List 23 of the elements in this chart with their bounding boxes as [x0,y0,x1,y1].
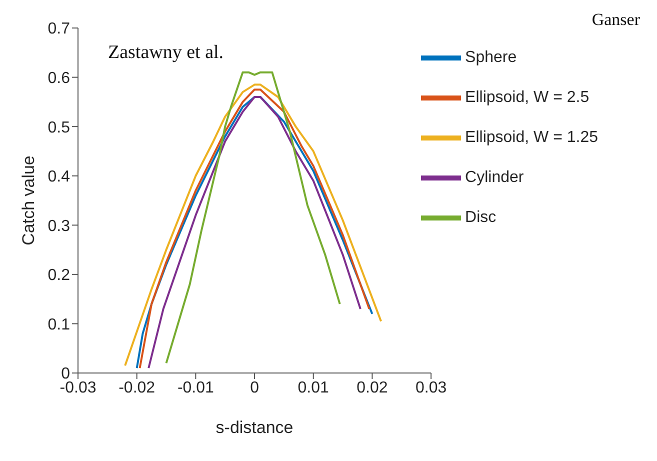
y-tick-label: 0.6 [48,70,70,87]
x-tick-label: 0 [250,379,260,396]
x-tick-label: -0.01 [177,379,214,396]
x-tick-label: 0.02 [356,379,388,396]
y-tick-label: 0.2 [48,267,70,284]
legend-label: Cylinder [465,169,524,186]
line-series [165,71,341,364]
legend-label: Ellipsoid, W = 2.5 [465,89,590,106]
y-tick-label: 0.3 [48,218,70,235]
y-tick-label: 0.7 [48,20,70,38]
legend-label: Ellipsoid, W = 1.25 [465,129,598,146]
x-tick-label: -0.02 [118,379,156,396]
y-axis-title: Catch value [19,156,38,246]
y-tick-label: 0.1 [48,316,70,334]
legend-label: Disc [465,209,496,226]
y-tick-label: 0.4 [48,168,70,186]
legend-label: Sphere [465,49,517,66]
x-tick-label: 0.03 [415,379,447,396]
x-axis-title: s-distance [216,418,294,437]
text: Ganser [592,10,640,30]
x-tick-label: 0.01 [298,379,330,396]
y-tick-label: 0.5 [48,119,70,136]
annotation: Zastawny et al. [108,42,224,64]
